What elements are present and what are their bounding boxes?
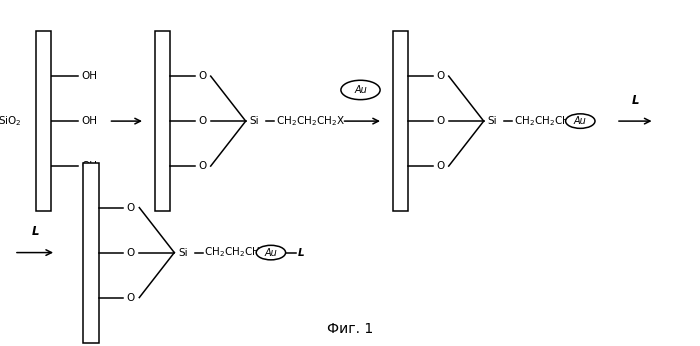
Text: $\mathrm{CH_2CH_2CH_2X}$: $\mathrm{CH_2CH_2CH_2X}$ [514, 114, 583, 128]
Text: O: O [127, 293, 135, 302]
Text: O: O [198, 116, 206, 126]
Text: O: O [436, 116, 445, 126]
Circle shape [566, 114, 595, 128]
Text: OH: OH [81, 116, 97, 126]
Bar [83, 163, 99, 343]
Text: O: O [127, 248, 135, 257]
Text: L: L [298, 248, 304, 257]
Text: L: L [631, 94, 639, 107]
Text: O: O [198, 161, 206, 171]
Text: Au: Au [265, 248, 277, 257]
Text: $\mathrm{CH_2CH_2CH_2X}$: $\mathrm{CH_2CH_2CH_2X}$ [276, 114, 345, 128]
Text: OH: OH [81, 161, 97, 171]
Circle shape [341, 80, 380, 100]
Bar [36, 31, 51, 211]
Text: L: L [32, 225, 38, 238]
Text: Au: Au [574, 116, 587, 126]
Text: Au: Au [354, 85, 367, 95]
Text: Фиг. 1: Фиг. 1 [327, 322, 373, 336]
Text: Si: Si [487, 116, 497, 126]
Circle shape [256, 245, 286, 260]
Bar [155, 31, 170, 211]
Text: OH: OH [81, 71, 97, 81]
Text: O: O [436, 161, 445, 171]
Text: Si: Si [249, 116, 259, 126]
Text: $\mathrm{SiO_2}$: $\mathrm{SiO_2}$ [0, 114, 22, 128]
Text: $\mathrm{CH_2CH_2CH_2X}$: $\mathrm{CH_2CH_2CH_2X}$ [204, 246, 274, 260]
Bar [393, 31, 408, 211]
Text: Si: Si [178, 248, 188, 257]
Text: O: O [198, 71, 206, 81]
Text: O: O [436, 71, 445, 81]
Text: O: O [127, 203, 135, 212]
